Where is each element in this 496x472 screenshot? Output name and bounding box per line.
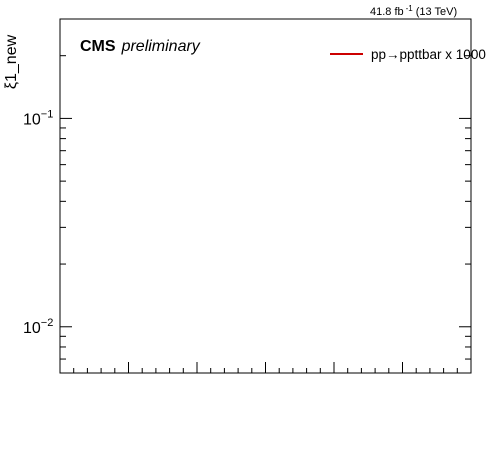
experiment-name: CMS [80, 38, 116, 55]
plot-frame [59, 18, 472, 374]
lumi-exponent: -1 [406, 4, 414, 13]
y-tick-label-exponent: −2 [41, 317, 54, 329]
y-tick-label-base: 10 [23, 111, 41, 128]
y-tick-label-exponent: −1 [41, 108, 54, 120]
y-axis-tick-labels: 10−110−2 [23, 108, 53, 336]
legend: pp→ppttbar x 1000 [330, 47, 486, 62]
lumi-energy: (13 TeV) [416, 6, 457, 18]
experiment-label: CMS preliminary [80, 38, 201, 55]
lumi-label: 41.8 fb -1 (13 TeV) [370, 4, 457, 18]
legend-label-pp-ppttbar: pp→ppttbar x 1000 [371, 47, 486, 62]
status-label: preliminary [121, 38, 201, 55]
y-tick-label: 10−1 [23, 108, 53, 128]
lumi-value: 41.8 fb [370, 6, 404, 18]
y-axis-title: ξ1_new [3, 34, 20, 89]
x-axis-ticks [59, 362, 472, 373]
y-tick-label: 10−2 [23, 317, 53, 337]
y-tick-label-base: 10 [23, 320, 41, 337]
y-axis-ticks [60, 55, 471, 374]
